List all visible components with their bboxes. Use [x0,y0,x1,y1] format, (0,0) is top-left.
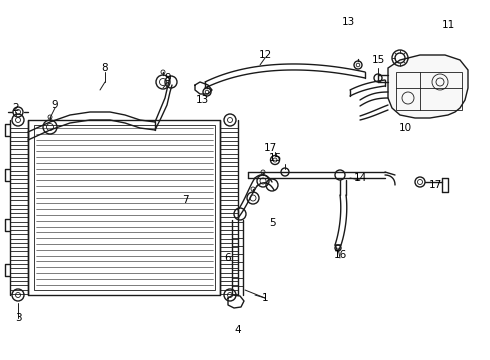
Text: 17: 17 [264,143,277,153]
Text: 6: 6 [225,253,231,263]
Text: 14: 14 [353,173,367,183]
Text: 5: 5 [269,218,275,228]
Text: 15: 15 [269,153,282,163]
Text: 11: 11 [441,20,455,30]
Text: 4: 4 [235,325,241,335]
Text: 13: 13 [196,95,209,105]
Text: 17: 17 [428,180,441,190]
Text: 9: 9 [51,100,58,110]
Text: 16: 16 [333,250,346,260]
Text: 12: 12 [258,50,271,60]
Text: 9: 9 [165,73,172,83]
Text: 2: 2 [13,103,19,113]
Text: 7: 7 [182,195,188,205]
Text: 13: 13 [342,17,355,27]
Polygon shape [388,55,468,118]
Text: 1: 1 [262,293,269,303]
Text: 10: 10 [398,123,412,133]
Text: 3: 3 [15,313,21,323]
Text: 15: 15 [371,55,385,65]
Text: 8: 8 [102,63,108,73]
